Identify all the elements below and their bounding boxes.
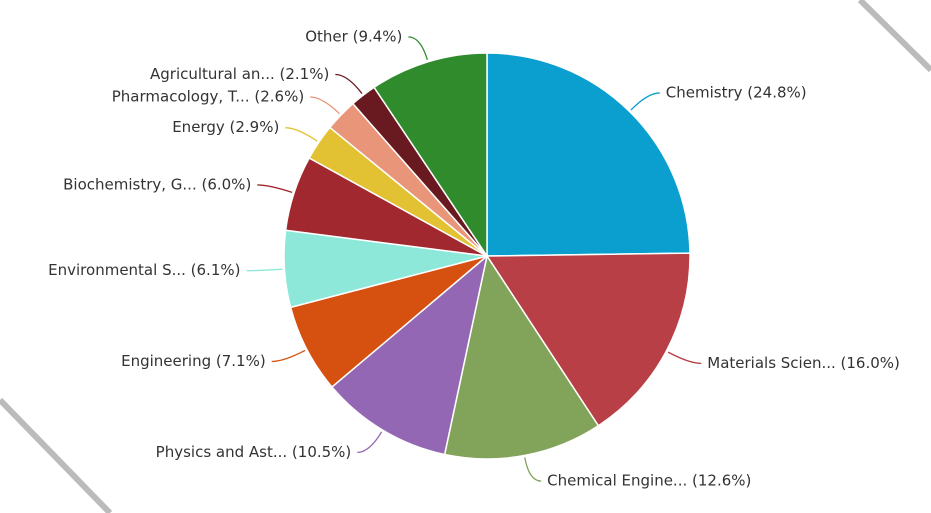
leader-line bbox=[667, 351, 702, 365]
slice-label: Energy (2.9%) bbox=[172, 118, 279, 136]
slice-label: Engineering (7.1%) bbox=[121, 352, 266, 370]
leader-line bbox=[257, 184, 293, 194]
leader-line bbox=[630, 92, 660, 111]
decor-stroke bbox=[857, 0, 931, 73]
leader-line bbox=[246, 268, 283, 272]
slice-label: Other (9.4%) bbox=[305, 27, 402, 45]
leader-line bbox=[285, 127, 318, 142]
leader-line bbox=[335, 73, 363, 94]
pie-slice bbox=[485, 252, 691, 427]
pie-slice bbox=[486, 52, 691, 257]
slice-label: Materials Scien... (16.0%) bbox=[707, 354, 900, 372]
slice-label: Pharmacology, T... (2.6%) bbox=[112, 88, 304, 106]
leader-line bbox=[271, 349, 306, 363]
slice-label: Chemical Engine... (12.6%) bbox=[547, 472, 751, 490]
leader-line bbox=[357, 431, 383, 454]
leader-line bbox=[524, 457, 542, 482]
leader-line bbox=[310, 96, 340, 115]
slice-label: Environmental S... (6.1%) bbox=[48, 261, 240, 279]
pie-slice bbox=[443, 254, 600, 460]
pie-slice bbox=[330, 254, 489, 456]
leader-line bbox=[408, 36, 429, 61]
slice-label: Agricultural an... (2.1%) bbox=[150, 65, 329, 83]
pie-slice bbox=[373, 52, 488, 259]
decor-stroke bbox=[0, 397, 113, 513]
slice-label: Biochemistry, G... (6.0%) bbox=[63, 175, 251, 193]
pie: Chemistry (24.8%) Materials Scien... (16.… bbox=[48, 27, 900, 489]
slice-label: Physics and Ast... (10.5%) bbox=[156, 443, 352, 461]
slice-label: Chemistry (24.8%) bbox=[666, 83, 807, 101]
